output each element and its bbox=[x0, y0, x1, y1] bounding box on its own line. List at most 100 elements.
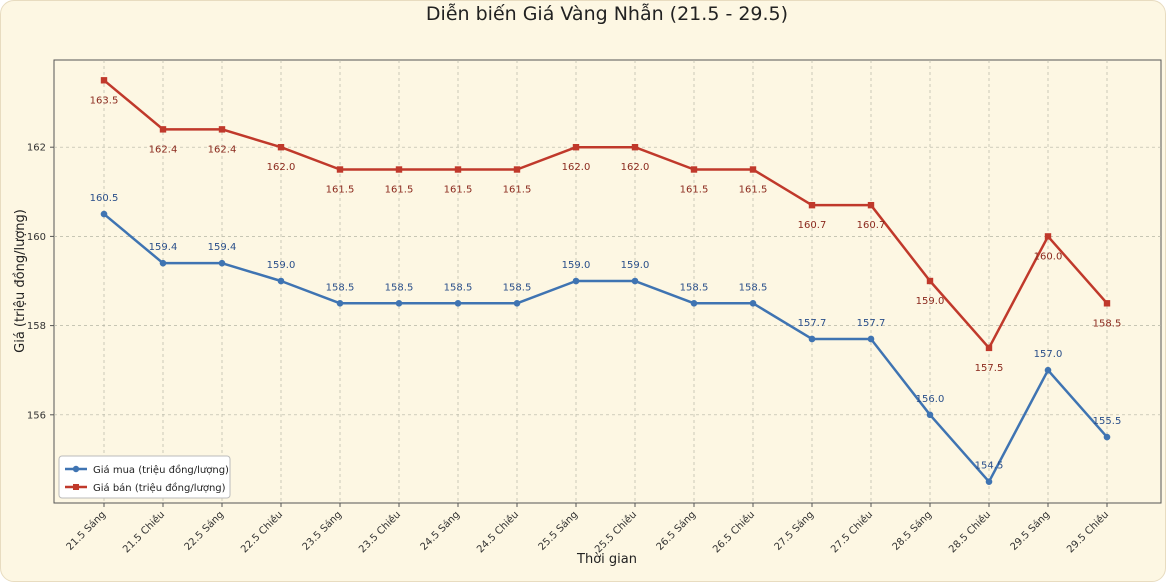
x-tick-label: 22.5 Chiều bbox=[238, 509, 285, 556]
data-point-sell bbox=[808, 201, 816, 209]
legend-box bbox=[58, 455, 231, 499]
data-label-sell: 162.0 bbox=[621, 162, 650, 173]
legend-label-buy: Giá mua (triệu đồng/lượng) bbox=[93, 464, 229, 476]
legend-marker-buy bbox=[72, 465, 80, 473]
x-tick-label: 28.5 Chiều bbox=[946, 509, 993, 556]
legend-marker-sell bbox=[73, 484, 79, 490]
y-tick-label: 160 bbox=[27, 232, 46, 243]
y-axis: 156 158 160 162 bbox=[27, 143, 54, 421]
x-tick-label: 28.5 Sáng bbox=[890, 509, 934, 553]
data-point-buy bbox=[336, 300, 344, 307]
data-label-buy: 159.0 bbox=[562, 260, 591, 271]
data-label-sell: 159.0 bbox=[916, 296, 945, 307]
data-label-buy: 157.7 bbox=[798, 318, 827, 329]
data-point-sell bbox=[572, 144, 580, 151]
data-label-buy: 158.5 bbox=[739, 282, 768, 293]
x-tick-label: 24.5 Sáng bbox=[418, 509, 462, 553]
data-point-sell bbox=[1044, 233, 1052, 240]
data-point-buy bbox=[100, 210, 108, 218]
series-line-sell bbox=[103, 79, 1108, 350]
x-tick-label: 21.5 Chiều bbox=[120, 509, 167, 556]
data-label-buy: 158.5 bbox=[444, 282, 473, 293]
data-point-buy bbox=[690, 300, 698, 307]
data-label-sell: 160.7 bbox=[798, 220, 827, 231]
data-label-buy: 156.0 bbox=[916, 394, 945, 405]
data-label-buy: 159.0 bbox=[621, 260, 650, 271]
data-label-sell: 161.5 bbox=[326, 185, 355, 196]
data-label-sell: 157.5 bbox=[975, 363, 1004, 374]
data-label-buy: 159.4 bbox=[208, 242, 237, 253]
chart-title: Diễn biến Giá Vàng Nhẫn (21.5 - 29.5) bbox=[426, 2, 788, 25]
data-label-sell: 158.5 bbox=[1093, 318, 1122, 329]
x-tick-label: 26.5 Sáng bbox=[654, 509, 698, 553]
data-label-sell: 163.5 bbox=[90, 95, 119, 106]
data-label-sell: 161.5 bbox=[739, 185, 768, 196]
data-point-sell bbox=[218, 126, 226, 133]
series-line-buy bbox=[103, 213, 1108, 483]
x-axis-label: Thời gian bbox=[576, 552, 637, 567]
data-label-buy: 157.0 bbox=[1034, 349, 1063, 360]
data-label-sell: 162.4 bbox=[208, 144, 237, 155]
data-point-buy bbox=[631, 277, 639, 285]
series-layer: 160.5 159.4 159.4 159.0 158.5 158.5 158.5 158.5… bbox=[90, 77, 1122, 486]
data-label-buy: 158.5 bbox=[385, 282, 414, 293]
data-point-buy bbox=[1103, 433, 1111, 441]
data-point-buy bbox=[277, 277, 285, 285]
x-tick-label: 27.5 Sáng bbox=[772, 509, 816, 553]
x-tick-label: 25.5 Sáng bbox=[536, 509, 580, 553]
data-point-buy bbox=[808, 335, 816, 343]
y-axis-label: Giá (triệu đồng/lượng) bbox=[13, 209, 28, 353]
x-tick-label: 23.5 Sáng bbox=[300, 509, 344, 553]
data-point-sell bbox=[159, 126, 167, 133]
y-tick-label: 158 bbox=[27, 321, 46, 332]
x-tick-label: 21.5 Sáng bbox=[64, 509, 108, 553]
data-point-buy bbox=[159, 259, 167, 267]
data-label-sell: 161.5 bbox=[680, 185, 709, 196]
data-point-sell bbox=[690, 166, 698, 173]
y-tick-label: 156 bbox=[27, 410, 46, 421]
legend: Giá mua (triệu đồng/lượng) Giá bán (triệ… bbox=[58, 455, 231, 499]
data-point-buy bbox=[867, 335, 875, 343]
data-point-buy bbox=[513, 300, 521, 307]
data-label-sell: 160.0 bbox=[1034, 251, 1063, 262]
x-tick-label: 29.5 Sáng bbox=[1008, 509, 1052, 553]
data-label-sell: 161.5 bbox=[385, 185, 414, 196]
data-label-sell: 161.5 bbox=[444, 185, 473, 196]
data-point-buy bbox=[218, 259, 226, 267]
data-label-buy: 159.4 bbox=[149, 242, 178, 253]
x-tick-label: 26.5 Chiều bbox=[710, 509, 757, 556]
x-tick-label: 22.5 Sáng bbox=[182, 509, 226, 553]
data-label-sell: 160.7 bbox=[857, 220, 886, 231]
data-point-sell bbox=[749, 166, 757, 173]
x-tick-label: 27.5 Chiều bbox=[828, 509, 875, 556]
data-label-buy: 159.0 bbox=[267, 260, 296, 271]
data-point-sell bbox=[454, 166, 462, 173]
data-label-buy: 158.5 bbox=[326, 282, 355, 293]
data-point-sell bbox=[100, 77, 108, 84]
data-point-buy bbox=[1044, 366, 1052, 374]
data-point-buy bbox=[454, 300, 462, 307]
x-axis: 21.5 Sáng 21.5 Chiều 22.5 Sáng 22.5 Chiều 23… bbox=[64, 503, 1111, 555]
data-point-buy bbox=[749, 300, 757, 307]
data-label-sell: 161.5 bbox=[503, 185, 532, 196]
data-label-buy: 158.5 bbox=[680, 282, 709, 293]
legend-label-sell: Giá bán (triệu đồng/lượng) bbox=[93, 482, 226, 494]
data-label-buy: 160.5 bbox=[90, 193, 119, 204]
x-tick-label: 23.5 Chiều bbox=[356, 509, 403, 556]
data-label-buy: 158.5 bbox=[503, 282, 532, 293]
data-point-buy bbox=[572, 277, 580, 285]
x-tick-label: 25.5 Chiều bbox=[592, 509, 639, 556]
data-point-sell bbox=[926, 277, 934, 285]
x-tick-label: 24.5 Chiều bbox=[474, 509, 521, 556]
data-point-sell bbox=[1103, 300, 1111, 307]
data-point-sell bbox=[631, 144, 639, 151]
data-point-sell bbox=[336, 166, 344, 173]
data-point-sell bbox=[277, 144, 285, 151]
data-point-buy bbox=[926, 411, 934, 419]
data-label-sell: 162.4 bbox=[149, 144, 178, 155]
data-label-buy: 155.5 bbox=[1093, 416, 1122, 427]
data-label-buy: 154.5 bbox=[975, 461, 1004, 472]
data-point-buy bbox=[395, 300, 403, 307]
